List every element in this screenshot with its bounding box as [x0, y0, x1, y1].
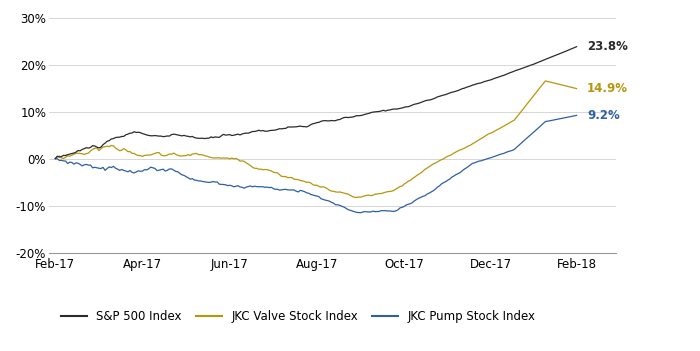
Text: 9.2%: 9.2%	[587, 109, 620, 122]
Legend: S&P 500 Index, JKC Valve Stock Index, JKC Pump Stock Index: S&P 500 Index, JKC Valve Stock Index, JK…	[56, 306, 540, 328]
Text: 14.9%: 14.9%	[587, 82, 628, 95]
Text: 23.8%: 23.8%	[587, 40, 628, 53]
